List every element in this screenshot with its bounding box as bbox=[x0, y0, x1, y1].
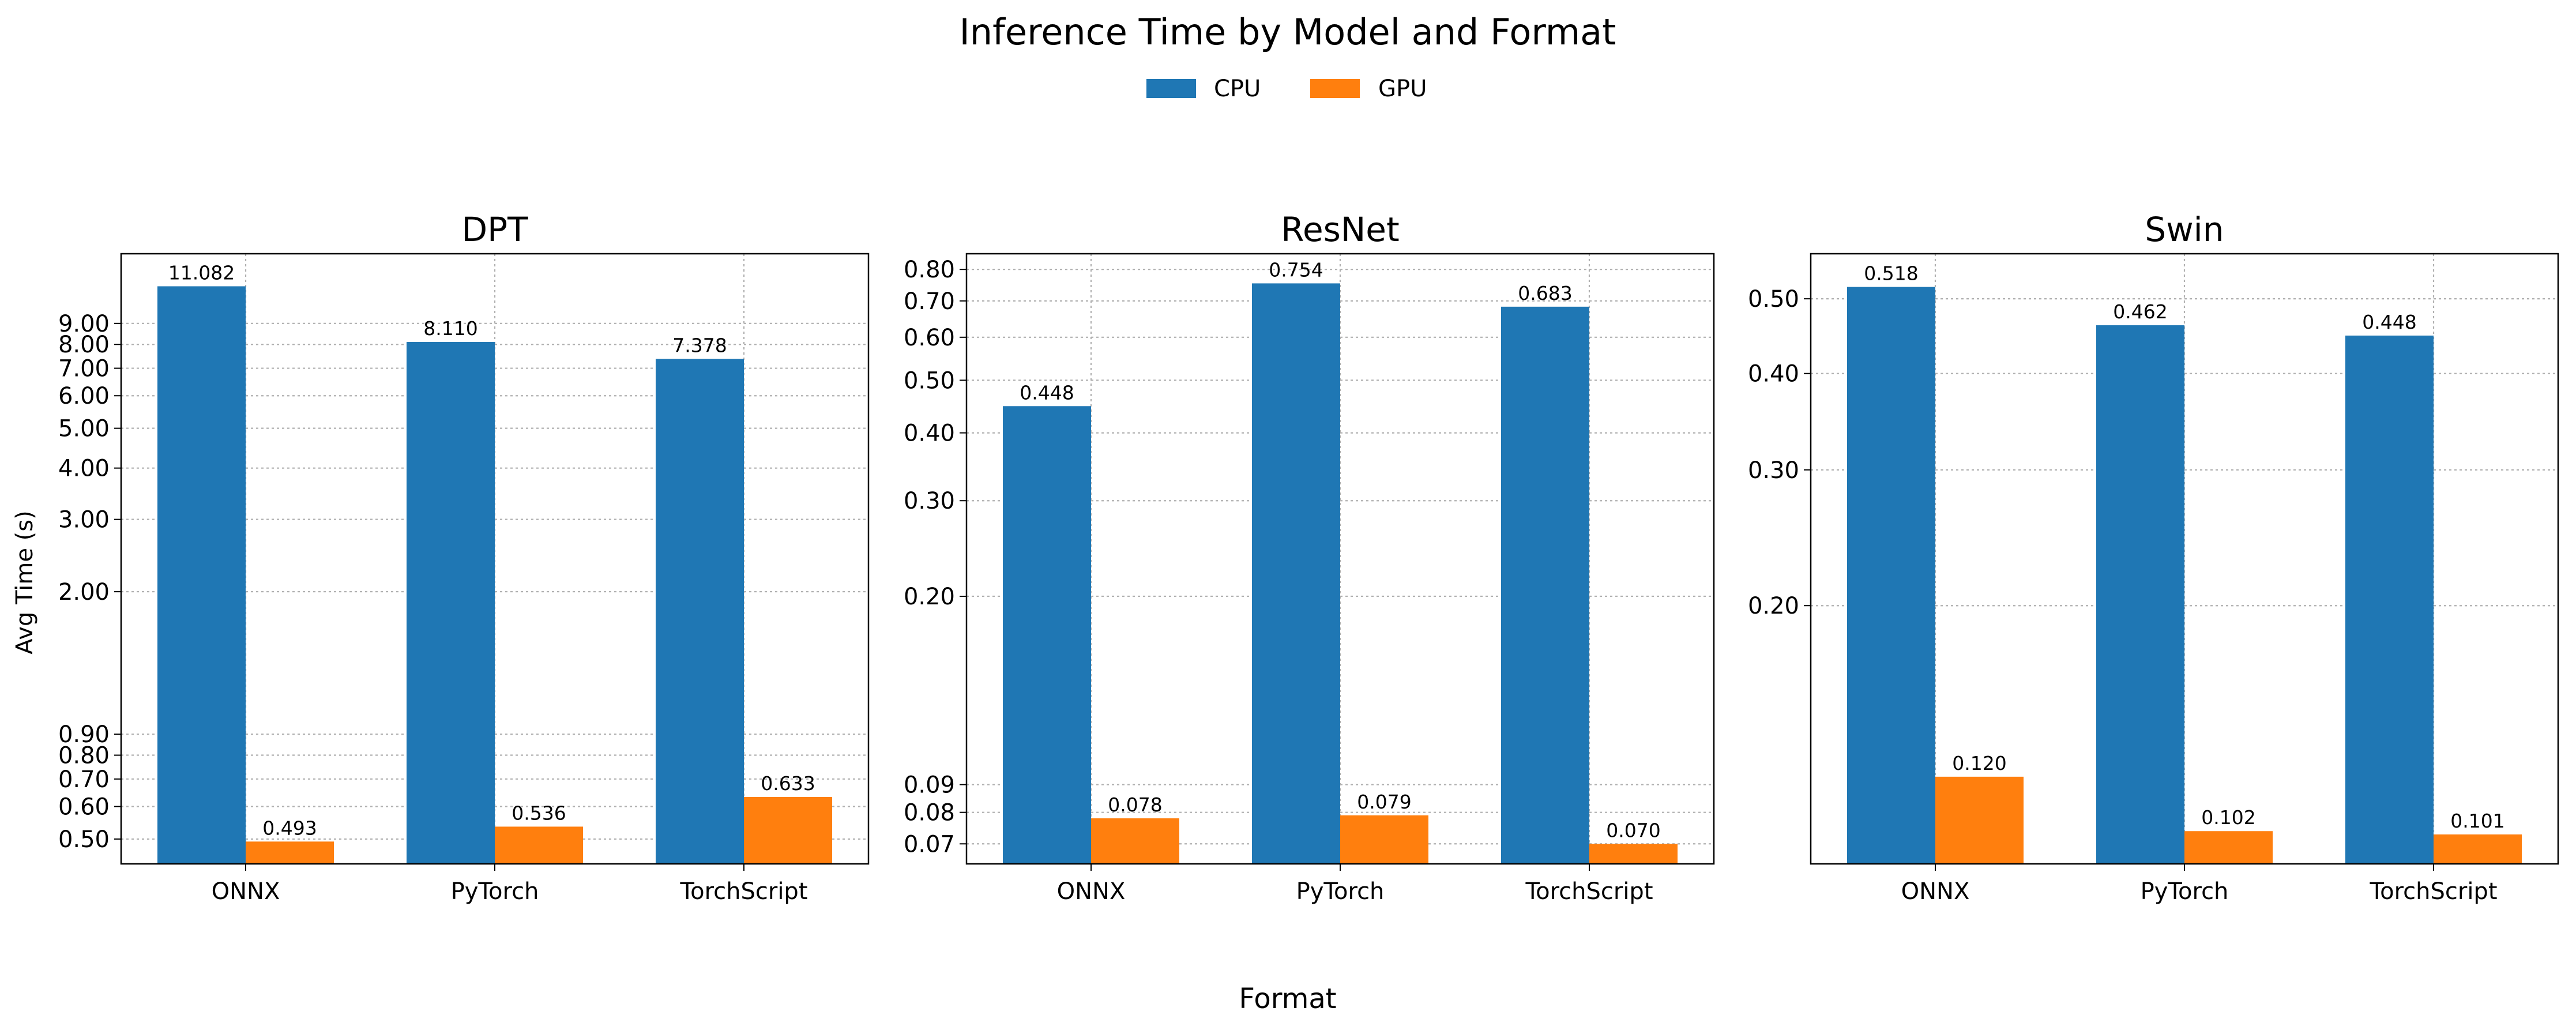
axes-frame-swin bbox=[1810, 253, 2559, 865]
y-tick-label: 0.09 bbox=[904, 772, 955, 799]
bar-cpu-torchscript bbox=[2345, 335, 2434, 864]
bar-gpu-onnx bbox=[1091, 818, 1179, 864]
subplot-title-dpt: DPT bbox=[461, 210, 528, 249]
x-tick-label-onnx: ONNX bbox=[212, 878, 280, 905]
y-tick-label: 0.07 bbox=[904, 831, 955, 858]
y-tick-label: 9.00 bbox=[58, 311, 110, 337]
x-tick-label-onnx: ONNX bbox=[1057, 878, 1126, 905]
bar-cpu-pytorch bbox=[2096, 325, 2184, 864]
bar-gpu-pytorch bbox=[2184, 831, 2273, 864]
y-tick-label: 0.30 bbox=[904, 488, 955, 514]
y-tick-label: 3.00 bbox=[58, 507, 110, 533]
y-tick-label: 8.00 bbox=[58, 332, 110, 358]
y-tick-label: 0.70 bbox=[58, 766, 110, 793]
y-tick-label: 0.20 bbox=[1748, 593, 1799, 619]
y-tick-label: 6.00 bbox=[58, 383, 110, 409]
y-tick-label: 0.40 bbox=[1748, 361, 1799, 388]
bar-gpu-pytorch bbox=[495, 826, 583, 864]
x-axis-label: Format bbox=[1239, 983, 1336, 1015]
y-tick-label: 0.80 bbox=[58, 743, 110, 769]
value-label-gpu-onnx: 0.078 bbox=[1108, 794, 1162, 816]
value-label-cpu-torchscript: 0.448 bbox=[2362, 311, 2416, 333]
y-tick-label: 2.00 bbox=[58, 579, 110, 606]
legend-label-gpu: GPU bbox=[1378, 76, 1427, 102]
x-tick-label-pytorch: PyTorch bbox=[2141, 878, 2229, 905]
value-label-cpu-pytorch: 0.462 bbox=[2113, 300, 2167, 323]
value-label-cpu-onnx: 0.448 bbox=[1020, 381, 1074, 404]
y-tick-label: 0.50 bbox=[1748, 286, 1799, 313]
bar-gpu-onnx bbox=[246, 841, 334, 864]
legend-label-cpu: CPU bbox=[1214, 76, 1261, 102]
value-label-cpu-torchscript: 7.378 bbox=[672, 334, 727, 356]
bar-gpu-torchscript bbox=[1589, 844, 1678, 864]
value-label-cpu-pytorch: 8.110 bbox=[423, 317, 477, 340]
bar-cpu-onnx bbox=[1003, 406, 1091, 864]
y-tick-label: 0.60 bbox=[904, 325, 955, 351]
y-tick-label: 0.90 bbox=[58, 721, 110, 748]
bar-gpu-torchscript bbox=[2434, 834, 2522, 864]
x-tick-label-onnx: ONNX bbox=[1901, 878, 1970, 905]
y-tick-label: 5.00 bbox=[58, 416, 110, 442]
bar-gpu-torchscript bbox=[744, 796, 832, 864]
y-tick-label: 7.00 bbox=[58, 356, 110, 382]
value-label-cpu-torchscript: 0.683 bbox=[1518, 282, 1572, 304]
x-tick-label-torchscript: TorchScript bbox=[679, 878, 807, 905]
value-label-gpu-torchscript: 0.633 bbox=[761, 772, 815, 795]
legend: CPU GPU bbox=[1146, 76, 1427, 102]
subplot-title-resnet: ResNet bbox=[1281, 210, 1399, 249]
bar-cpu-onnx bbox=[1847, 287, 1935, 864]
x-tick-label-torchscript: TorchScript bbox=[2369, 878, 2497, 905]
y-tick-label: 0.20 bbox=[904, 584, 955, 610]
bar-cpu-pytorch bbox=[407, 342, 495, 864]
y-tick-label: 0.50 bbox=[58, 826, 110, 853]
value-label-gpu-onnx: 0.493 bbox=[262, 817, 317, 839]
subplot-swin: 0.20 0.30 0.40 0.50 ONNX PyTorch TorchScript 0.… bbox=[1748, 210, 2559, 905]
y-tick-label: 0.40 bbox=[904, 420, 955, 447]
value-label-cpu-onnx: 11.082 bbox=[168, 261, 235, 284]
bar-cpu-torchscript bbox=[656, 359, 744, 864]
value-label-gpu-torchscript: 0.070 bbox=[1606, 819, 1660, 841]
y-tick-label: 0.50 bbox=[904, 367, 955, 394]
y-tick-label: 4.00 bbox=[58, 456, 110, 482]
bar-cpu-torchscript bbox=[1501, 306, 1589, 864]
y-axis-label: Avg Time (s) bbox=[12, 510, 38, 654]
value-label-cpu-pytorch: 0.754 bbox=[1269, 258, 1323, 281]
x-tick-label-torchscript: TorchScript bbox=[1525, 878, 1653, 905]
legend-swatch-cpu bbox=[1146, 79, 1196, 98]
subplot-title-swin: Swin bbox=[2145, 210, 2224, 249]
y-tick-label: 0.60 bbox=[58, 794, 110, 821]
bar-gpu-pytorch bbox=[1340, 815, 1428, 864]
bar-gpu-onnx bbox=[1935, 776, 2024, 864]
axes-frame-resnet bbox=[965, 253, 1715, 865]
axes-frame-dpt bbox=[120, 253, 870, 865]
subplot-resnet: 0.07 0.080.09 0.20 0.30 0.40 0.50 0.60 0.70 0.80… bbox=[904, 210, 1715, 905]
subplot-dpt: 0.50 0.600.700.800.90 2.00 3.00 4.00 5.00 6.00… bbox=[58, 210, 870, 905]
bar-cpu-pytorch bbox=[1252, 283, 1340, 864]
value-label-gpu-onnx: 0.120 bbox=[1952, 752, 2006, 774]
value-label-cpu-onnx: 0.518 bbox=[1864, 262, 1918, 285]
value-label-gpu-pytorch: 0.102 bbox=[2201, 806, 2255, 829]
value-label-gpu-pytorch: 0.079 bbox=[1357, 791, 1411, 813]
y-tick-label: 0.08 bbox=[904, 800, 955, 826]
x-tick-label-pytorch: PyTorch bbox=[1296, 878, 1385, 905]
y-tick-label: 0.70 bbox=[904, 288, 955, 315]
y-tick-label: 0.30 bbox=[1748, 457, 1799, 484]
chart-title: Inference Time by Model and Format bbox=[960, 11, 1616, 53]
value-label-gpu-torchscript: 0.101 bbox=[2450, 810, 2504, 832]
subplots: 0.500.600.700.800.902.003.004.005.006.00… bbox=[58, 210, 2559, 905]
value-label-gpu-pytorch: 0.536 bbox=[512, 802, 566, 824]
bar-cpu-onnx bbox=[157, 286, 246, 864]
x-tick-label-pytorch: PyTorch bbox=[451, 878, 539, 905]
y-tick-label: 0.80 bbox=[904, 257, 955, 283]
legend-swatch-gpu bbox=[1310, 79, 1360, 98]
